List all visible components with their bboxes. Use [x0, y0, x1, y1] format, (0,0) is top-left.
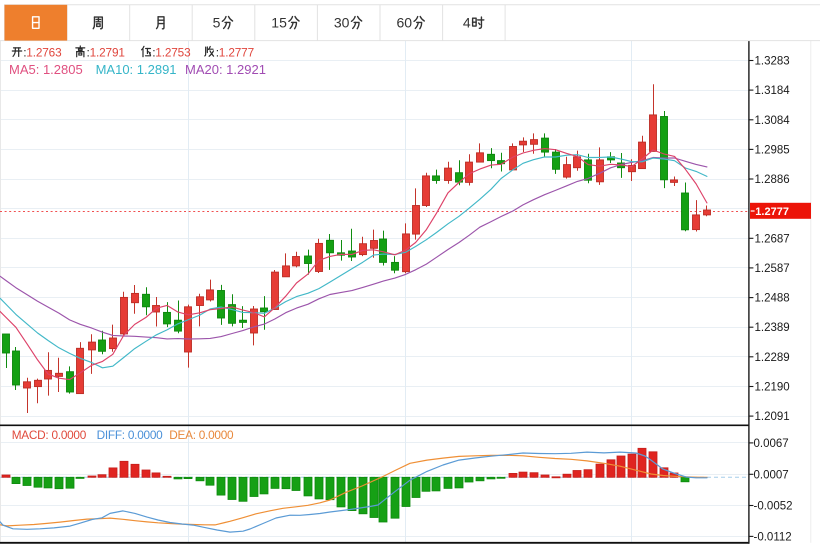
- svg-text:1.2389: 1.2389: [755, 322, 790, 334]
- svg-text:1.2777: 1.2777: [755, 206, 789, 218]
- svg-text:5: 5: [213, 15, 221, 31]
- svg-text::: :: [23, 46, 26, 60]
- svg-text:1.2190: 1.2190: [755, 382, 790, 394]
- svg-text:1.2777: 1.2777: [219, 46, 254, 60]
- svg-text:1.2587: 1.2587: [755, 263, 790, 275]
- svg-text:1.2488: 1.2488: [755, 293, 790, 305]
- svg-text:DEA: 0.0000: DEA: 0.0000: [169, 428, 234, 442]
- svg-text::: :: [152, 46, 155, 60]
- svg-text:1.3283: 1.3283: [755, 56, 790, 68]
- svg-text::: :: [216, 46, 219, 60]
- svg-text:1.2289: 1.2289: [755, 352, 790, 364]
- svg-text:1.2886: 1.2886: [755, 174, 790, 186]
- svg-text:MACD: 0.0000: MACD: 0.0000: [12, 428, 87, 442]
- svg-text:1.2791: 1.2791: [90, 46, 125, 60]
- svg-text:1.2091: 1.2091: [755, 411, 790, 423]
- svg-text:60: 60: [397, 15, 413, 31]
- svg-text:0.0007: 0.0007: [754, 469, 789, 481]
- svg-text:MA10: 1.2891: MA10: 1.2891: [96, 62, 177, 77]
- svg-text:MA20: 1.2921: MA20: 1.2921: [185, 62, 266, 77]
- svg-text:DIFF: 0.0000: DIFF: 0.0000: [97, 428, 164, 442]
- svg-text:30: 30: [334, 15, 350, 31]
- svg-text:1.3084: 1.3084: [755, 115, 791, 127]
- svg-text:1.2985: 1.2985: [755, 144, 790, 156]
- svg-text:-0.0112: -0.0112: [754, 531, 792, 543]
- svg-text:MA5: 1.2805: MA5: 1.2805: [9, 62, 83, 77]
- svg-text:0.0067: 0.0067: [754, 438, 789, 450]
- svg-text:15: 15: [271, 15, 287, 31]
- svg-text::: :: [87, 46, 90, 60]
- svg-text:1.2687: 1.2687: [755, 233, 790, 245]
- svg-text:1.2763: 1.2763: [26, 46, 62, 60]
- svg-text:4: 4: [463, 15, 471, 31]
- svg-text:-0.0052: -0.0052: [754, 501, 793, 513]
- svg-text:1.3184: 1.3184: [755, 85, 791, 97]
- svg-text:1.2753: 1.2753: [155, 46, 191, 60]
